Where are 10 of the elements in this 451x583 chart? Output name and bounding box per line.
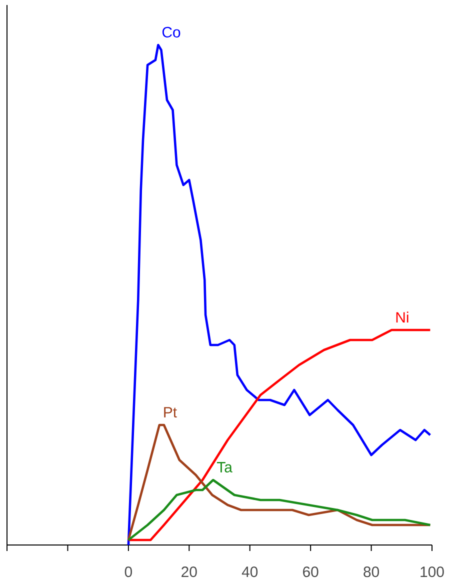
series-label: Co (162, 26, 180, 38)
x-tick-label: 60 (303, 566, 318, 578)
series-label: Pt (164, 407, 177, 418)
series-label: Ni (396, 312, 408, 322)
x-tick-label: 40 (242, 566, 258, 578)
series-label: Ta (216, 462, 232, 472)
x-tick-label: 20 (182, 566, 197, 578)
x-tick-label: 0 (124, 566, 132, 578)
x-tick-label: 100 (420, 566, 444, 578)
x-tick-label: 80 (364, 566, 380, 578)
